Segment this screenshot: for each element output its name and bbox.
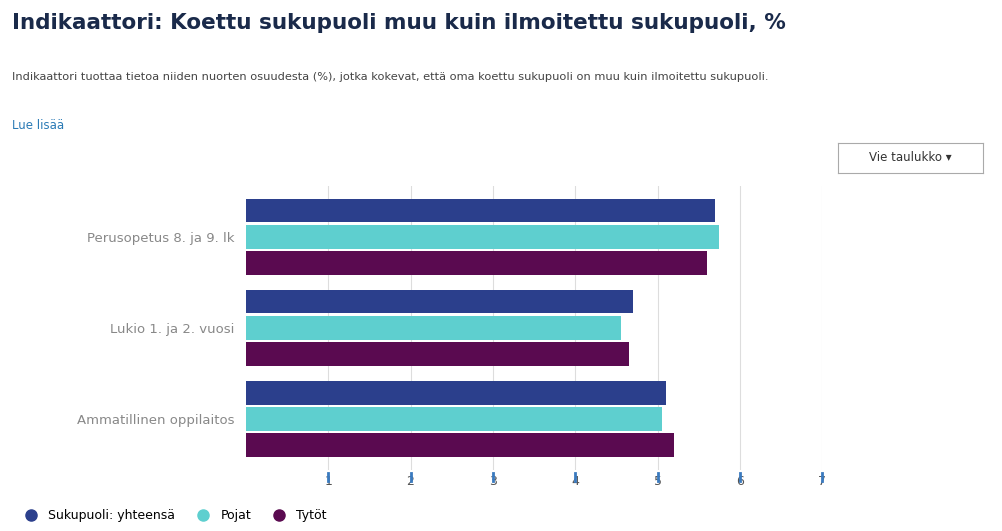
Bar	[245, 381, 665, 405]
Bar	[245, 316, 620, 340]
Bar	[245, 225, 718, 249]
Text: Indikaattori: Koettu sukupuoli muu kuin ilmoitettu sukupuoli, %: Indikaattori: Koettu sukupuoli muu kuin …	[12, 13, 785, 33]
Bar	[245, 251, 706, 275]
Bar	[245, 407, 661, 431]
Bar	[245, 199, 714, 222]
Text: Lue lisää: Lue lisää	[12, 119, 64, 132]
Text: Vie taulukko ▾: Vie taulukko ▾	[868, 151, 951, 165]
Bar	[245, 433, 673, 457]
Text: Indikaattori tuottaa tietoa niiden nuorten osuudesta (%), jotka kokevat, että om: Indikaattori tuottaa tietoa niiden nuort…	[12, 72, 768, 82]
Legend: Sukupuoli: yhteensä, Pojat, Tytöt: Sukupuoli: yhteensä, Pojat, Tytöt	[18, 509, 327, 522]
Bar	[245, 342, 628, 366]
Bar	[245, 290, 632, 313]
